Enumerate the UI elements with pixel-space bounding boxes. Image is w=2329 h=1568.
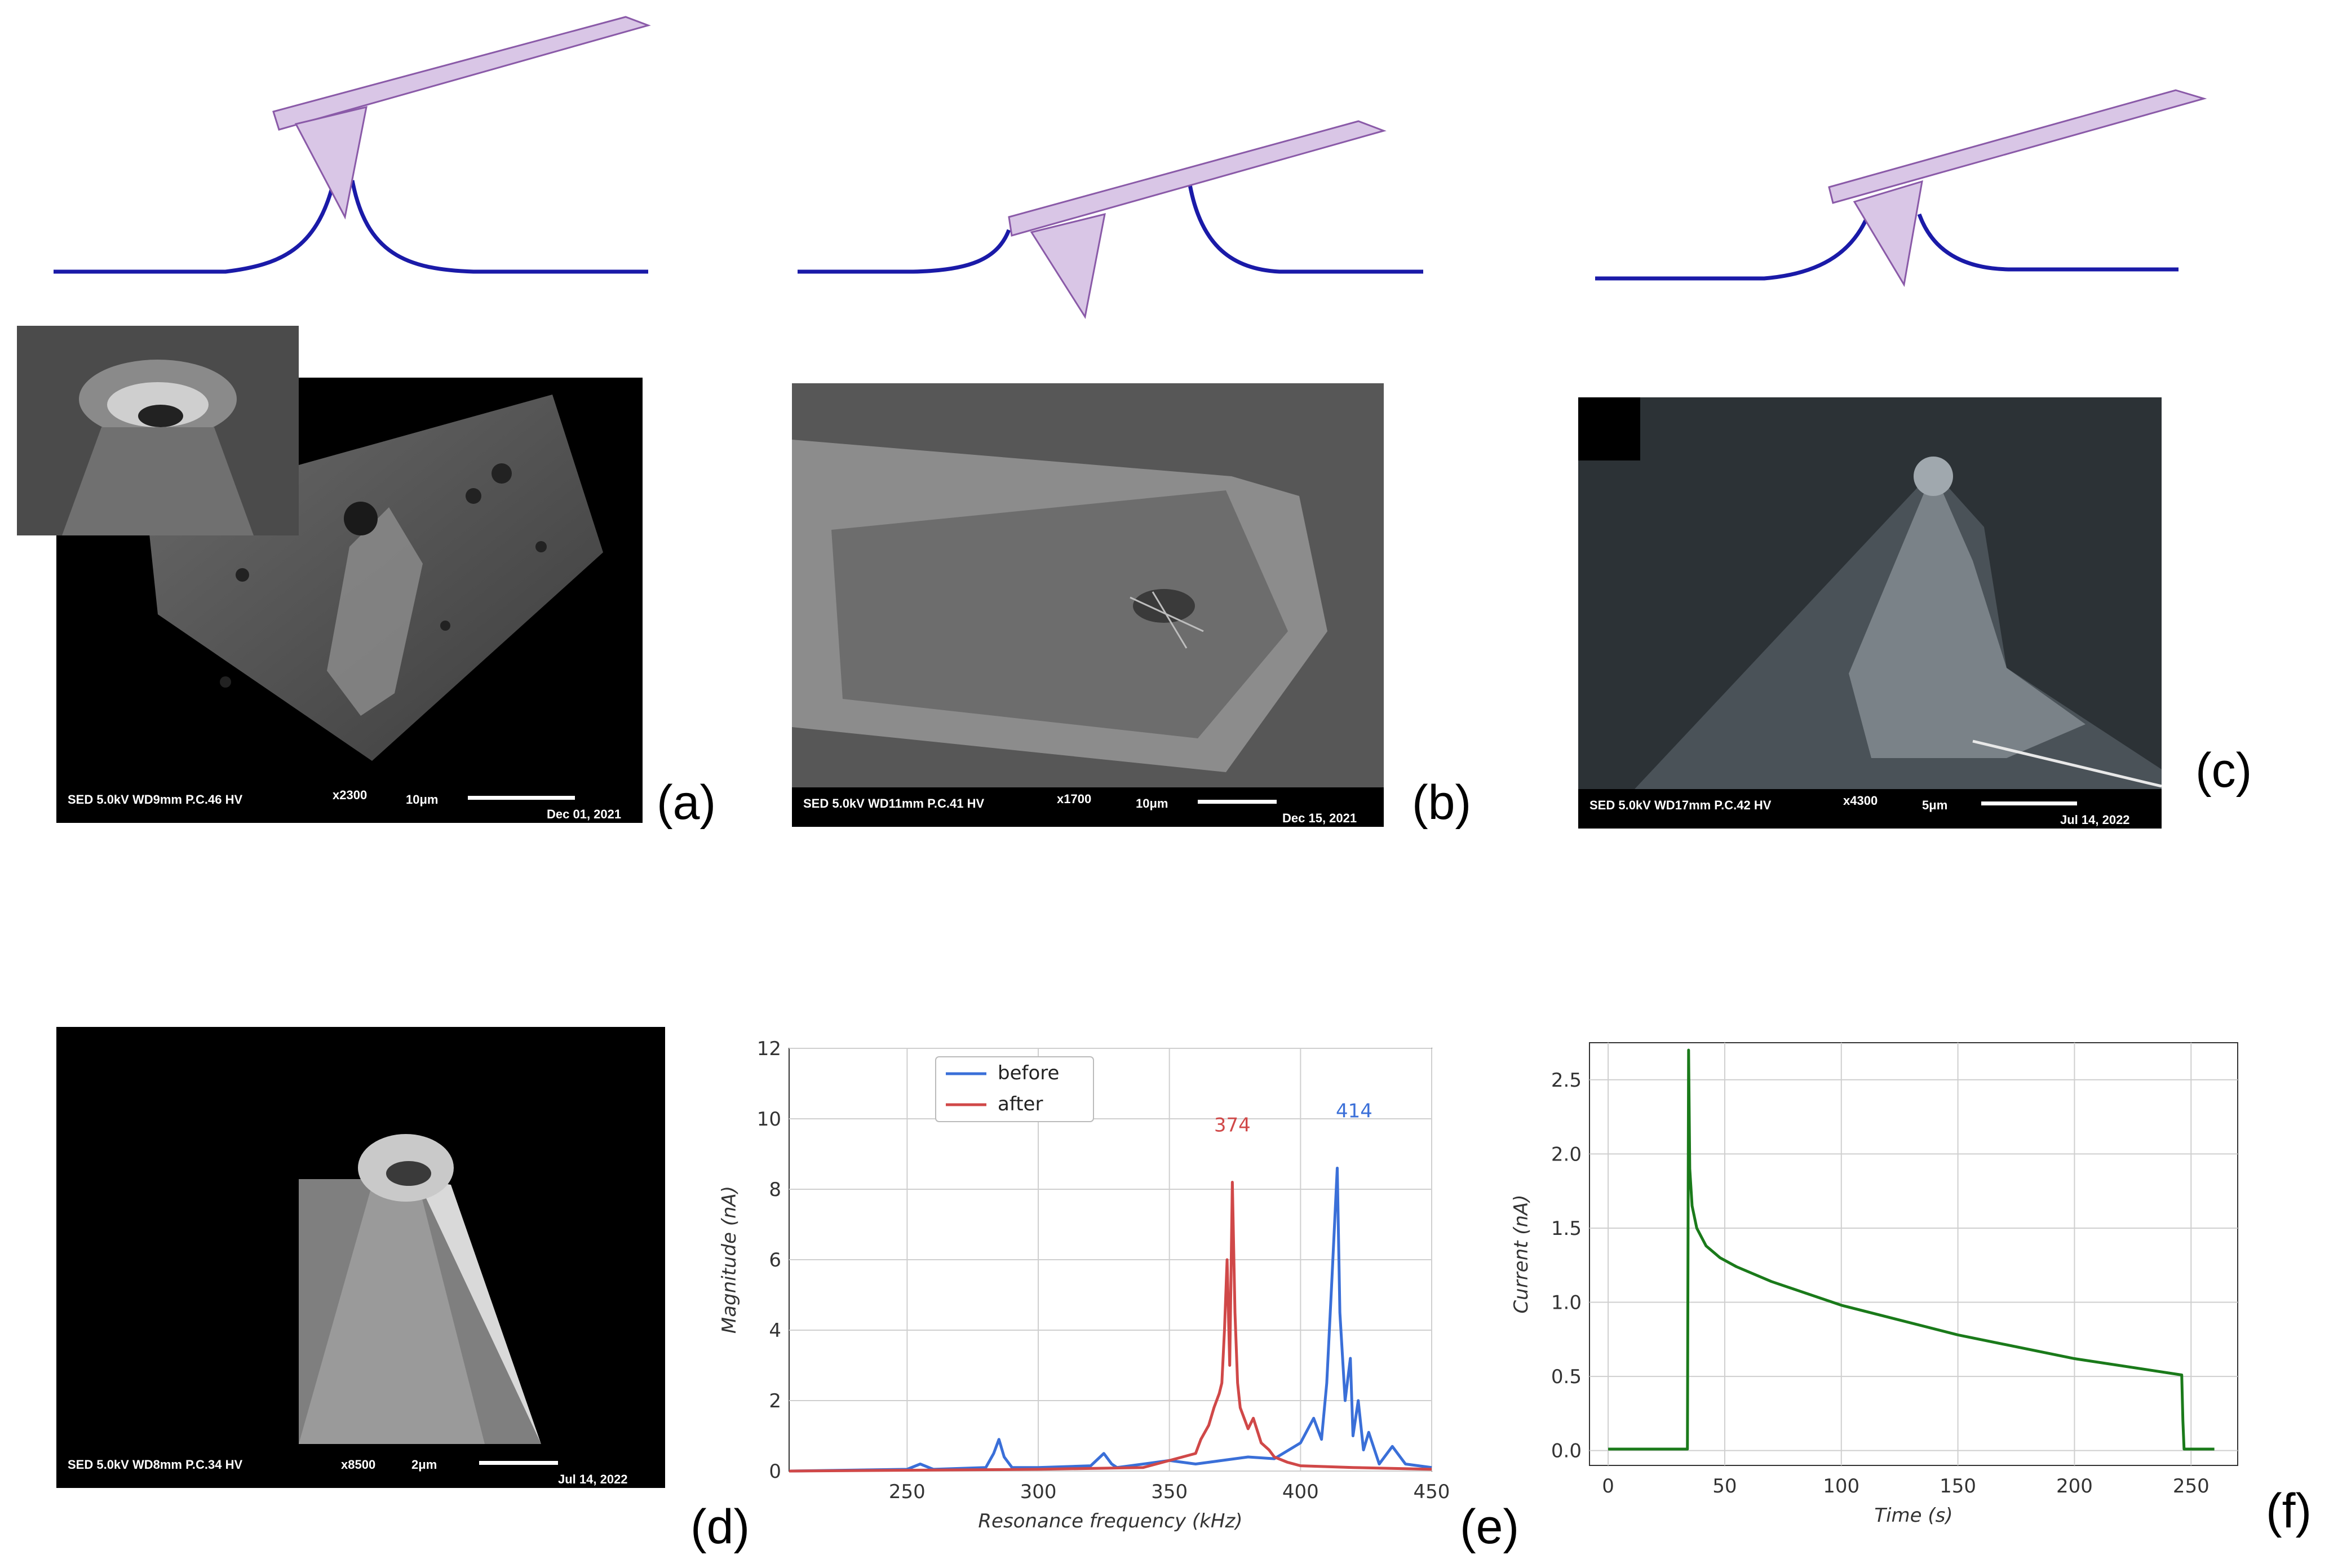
y-tick-label: 0.0 [1551,1440,1582,1463]
sem-date: Dec 15, 2021 [1282,811,1357,825]
surface-line [1595,213,1871,281]
y-tick-label: 2.5 [1551,1069,1582,1092]
schematic-b [798,120,1423,320]
sem-scale-bar [468,796,575,800]
y-tick-label: 0 [769,1460,781,1483]
sem-micrograph [1578,397,2162,789]
sem-info-bar: SED 5.0kV WD8mm P.C.34 HV x8500 2μm Jul … [56,1449,665,1488]
sem-scale-bar [1198,800,1277,804]
panel-label-d: (d) [690,1500,750,1554]
afm-tip [1030,212,1106,320]
x-tick-label: 250 [889,1481,926,1503]
y-axis-label: Current (nA) [1510,1194,1533,1313]
x-tick-label: 200 [2056,1475,2093,1498]
chart-resonance: 250 300 350 400 450 0 2 4 6 8 10 12 Resonance freque… [718,1038,1450,1532]
series-line-before [789,1167,1432,1473]
cantilever [272,16,651,131]
panel-label-c: (c) [2195,743,2252,798]
y-tick-label: 2 [769,1390,781,1412]
y-tick-label: 1.0 [1551,1292,1582,1314]
x-tick-label: 450 [1414,1481,1450,1503]
series-line-current [1608,1048,2215,1451]
y-tick-label: 2.0 [1551,1143,1582,1166]
legend-label: before [998,1062,1059,1084]
plot-frame [1589,1042,2238,1466]
x-axis-label: Resonance frequency (kHz) [978,1510,1242,1532]
sem-magnification: x4300 [1843,794,1878,808]
x-tick-label: 150 [1940,1475,1976,1498]
sem-magnification: x8500 [341,1458,376,1472]
x-axis-label: Time (s) [1874,1504,1952,1527]
sem-scale-bar [479,1461,558,1465]
sem-image-b: SED 5.0kV WD11mm P.C.41 HV x1700 10μm De… [792,383,1384,827]
sem-info: SED 5.0kV WD11mm P.C.41 HV [803,796,985,810]
y-tick-label: 10 [757,1108,781,1131]
surface-line [54,185,335,274]
y-axis-label: Magnitude (nA) [718,1186,741,1334]
sem-date: Jul 14, 2022 [558,1472,628,1486]
x-tick-label: 250 [2173,1475,2210,1498]
peak-label: 374 [1214,1114,1251,1137]
panel-label-e: (e) [1460,1500,1520,1554]
y-tick-label: 6 [769,1249,781,1272]
cantilever [1828,89,2207,204]
sem-info: SED 5.0kV WD8mm P.C.34 HV [68,1458,243,1472]
sem-inset-a [17,326,299,535]
surface-line [1917,213,2179,272]
panel-label-b: (b) [1412,776,1472,830]
panel-label-a: (a) [657,776,716,830]
x-tick-label: 350 [1151,1481,1188,1503]
sem-info: SED 5.0kV WD17mm P.C.42 HV [1589,798,1772,812]
schematic-row [54,16,2207,320]
sem-micrograph [299,1134,541,1444]
sem-scale-bar [1981,801,2077,805]
sem-info-bar: SED 5.0kV WD11mm P.C.41 HV x1700 10μm De… [792,787,1384,827]
sem-date: Dec 01, 2021 [547,807,622,821]
sem-inset-micrograph [62,360,254,535]
sem-scale-label: 5μm [1922,798,1948,812]
sem-micrograph [792,440,1327,772]
sem-date: Jul 14, 2022 [2060,813,2130,827]
series-line-after [789,1181,1432,1473]
schematic-c [1595,89,2207,287]
sem-info-bar: SED 5.0kV WD9mm P.C.46 HV x2300 10μm Dec… [56,783,643,823]
x-tick-label: 400 [1282,1481,1319,1503]
y-tick-label: 1.5 [1551,1217,1582,1240]
y-tick-label: 0.5 [1551,1366,1582,1388]
surface-line [798,229,1011,274]
schematic-a [54,16,651,274]
sem-image-c: SED 5.0kV WD17mm P.C.42 HV x4300 5μm Jul… [1578,397,2162,829]
sem-scale-label: 2μm [411,1458,437,1472]
y-tick-label: 4 [769,1319,781,1342]
sem-scale-label: 10μm [1136,796,1168,810]
y-tick-label: 8 [769,1179,781,1201]
afm-tip [1853,180,1923,287]
x-tick-label: 100 [1823,1475,1859,1498]
cantilever [1008,120,1387,237]
sem-image-d: SED 5.0kV WD8mm P.C.34 HV x8500 2μm Jul … [56,1027,665,1488]
legend-label: after [998,1093,1043,1115]
peak-label: 414 [1336,1100,1372,1123]
sem-magnification: x2300 [333,788,367,802]
sem-info: SED 5.0kV WD9mm P.C.46 HV [68,792,243,807]
sem-info-bar: SED 5.0kV WD17mm P.C.42 HV x4300 5μm Jul… [1578,789,2162,829]
x-tick-label: 300 [1020,1481,1057,1503]
x-tick-label: 0 [1602,1475,1614,1498]
sem-magnification: x1700 [1057,792,1092,806]
surface-line [1187,181,1423,274]
x-tick-label: 50 [1712,1475,1737,1498]
panel-label-f: (f) [2266,1484,2312,1538]
sem-scale-label: 10μm [406,792,439,807]
afm-tip [294,105,367,220]
chart-current: 0 50 100 150 200 250 0.0 0.5 1.0 1.5 2.0 2.5 Time (s… [1510,1042,2238,1527]
surface-line [350,180,648,274]
legend: before after [935,1056,1094,1122]
y-tick-label: 12 [757,1038,781,1060]
